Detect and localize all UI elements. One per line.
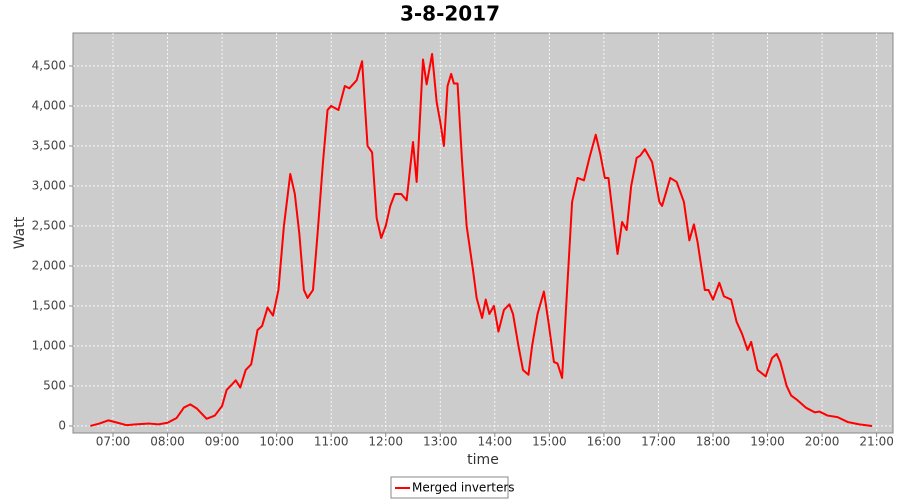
x-tick-label: 11:00 [314,435,349,449]
y-tick-label: 4,000 [32,98,66,112]
chart-title: 3-8-2017 [400,2,500,26]
y-tick-label: 1,000 [32,338,66,352]
y-tick-label: 2,500 [32,218,66,232]
x-tick-label: 21:00 [859,435,894,449]
x-tick-label: 07:00 [96,435,131,449]
x-tick-label: 19:00 [750,435,785,449]
x-tick-label: 18:00 [696,435,731,449]
legend-label: Merged inverters [412,481,515,495]
plot-area [72,32,894,434]
data-line [90,52,873,427]
x-tick-label: 08:00 [150,435,185,449]
y-tick-label: 500 [43,378,66,392]
x-tick-label: 16:00 [587,435,622,449]
legend-box [390,476,509,499]
y-tick-label: 0 [58,418,66,432]
y-tick-label: 4,500 [32,58,66,72]
x-axis-title: time [467,452,499,468]
x-tick-label: 10:00 [259,435,294,449]
x-tick-label: 15:00 [532,435,567,449]
y-tick-label: 2,000 [32,258,66,272]
y-tick-label: 1,500 [32,298,66,312]
y-tick-label: 3,500 [32,138,66,152]
y-axis-title: Watt [12,216,28,249]
x-tick-label: 20:00 [805,435,840,449]
x-tick-label: 12:00 [368,435,403,449]
x-tick-label: 14:00 [478,435,513,449]
x-tick-label: 17:00 [641,435,676,449]
x-tick-label: 09:00 [205,435,240,449]
legend: Merged inverters [390,476,515,499]
x-tick-label: 13:00 [423,435,458,449]
y-tick-label: 3,000 [32,178,66,192]
